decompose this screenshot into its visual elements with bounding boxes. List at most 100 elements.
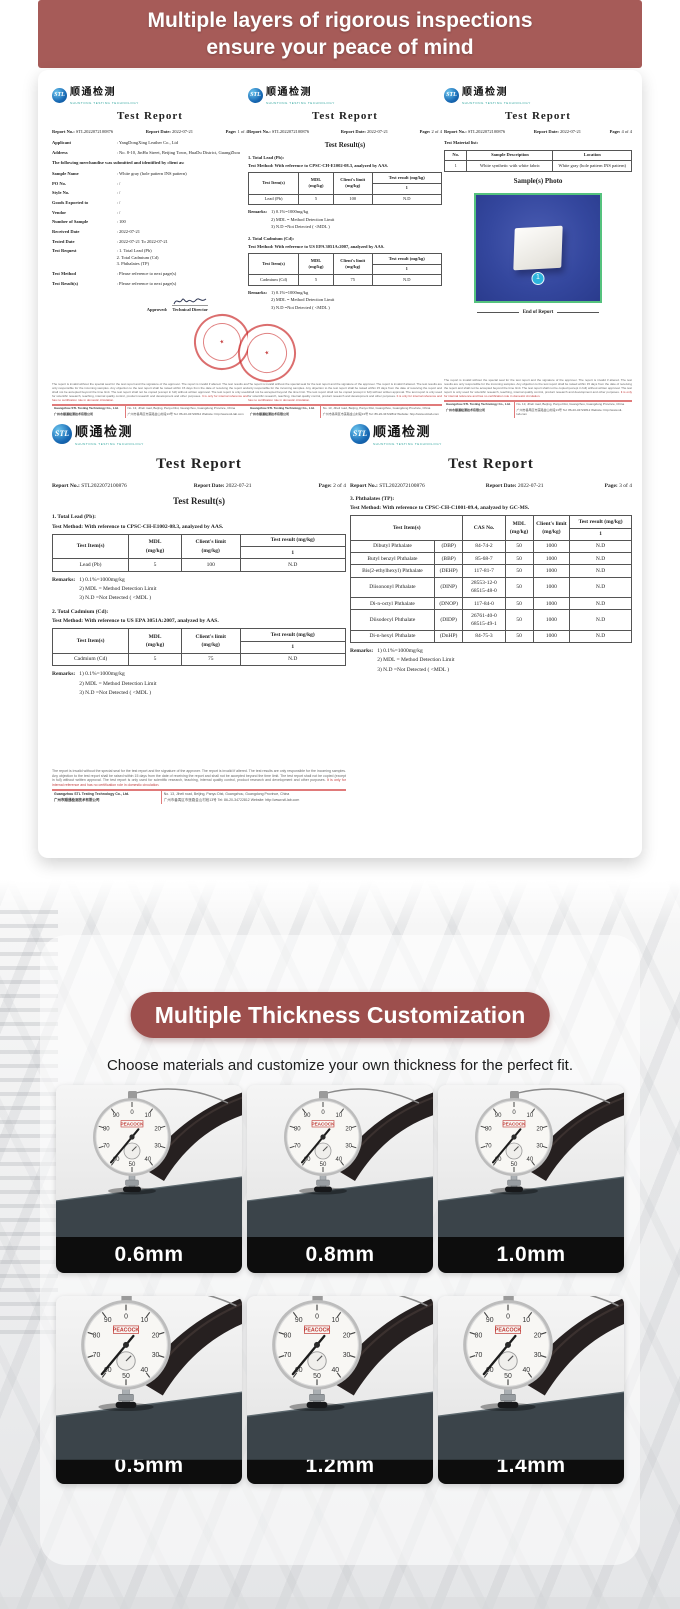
- stl-logo-text: STL: [446, 92, 457, 99]
- col-item: Test Item(s): [51, 533, 130, 560]
- report-logo: STL 顺通检测 SHUNTONG TESTING TECHNOLOGY: [52, 86, 248, 105]
- logo-cn-text: 顺通检测: [373, 424, 432, 439]
- sample-photo-title: Sample(s) Photo: [513, 176, 563, 185]
- address-cn: 广州市番禺区市莲路金山村段13号 Tel: 86-20-34722812 Web…: [513, 408, 632, 418]
- red-divider: [52, 788, 346, 790]
- report-page-1: STL 顺通检测 SHUNTONG TESTING TECHNOLOGY Tes…: [52, 86, 256, 418]
- report-meta: Report No.: STL2022072100876 Report Date…: [52, 129, 248, 136]
- field-label: Sample Name: [52, 170, 79, 176]
- report-date: Report Date: 2022-07-21: [486, 482, 544, 490]
- col-limit: Client's limit (mg/kg): [332, 253, 373, 276]
- dial-gauge-photo: [247, 1085, 433, 1237]
- field-row: Address: No. 8-10, JinHu Street, Beijing…: [52, 150, 248, 157]
- logo-text-block: 顺通检测 SHUNTONG TESTING TECHNOLOGY: [70, 86, 139, 105]
- cell-abbr: (DnHP): [433, 629, 464, 644]
- company-info: Guangzhou STL Testing Technology Co., Lt…: [444, 401, 632, 418]
- cell-mdl: 5: [298, 274, 334, 286]
- sample-photo: 1: [474, 192, 602, 303]
- page-label: Page:: [419, 128, 431, 134]
- cell-result: N.D: [569, 629, 632, 644]
- remarks-block: Remarks: 1) 0.1%=1000mg/kg 2) MDL = Meth…: [52, 576, 346, 604]
- report-no-label: Report No.:: [444, 128, 467, 134]
- remark-line: 2) MDL = Method Detection Limit: [79, 585, 157, 592]
- cell-mdl: 5: [128, 558, 182, 572]
- logo-sub-text: SHUNTONG TESTING TECHNOLOGY: [266, 100, 335, 105]
- disclaimer-body: The report is invalid without the specia…: [52, 382, 248, 398]
- cell-cas: 28553-12-0 68515-48-0: [462, 576, 506, 598]
- end-of-report-text: End of Report: [522, 309, 554, 315]
- report-no: Report No.: STL2022072100876: [444, 129, 505, 136]
- report-no-label: Report No.:: [52, 128, 75, 134]
- field-value: : White gray (hole pattern INS pattern): [116, 170, 187, 176]
- field-label: Goods Exported to: [52, 199, 89, 205]
- field-label: Tested Date: [52, 238, 75, 244]
- cell-abbr: (DIDP): [433, 609, 464, 631]
- cell-name: Di-n-octyl Phthalate: [350, 596, 435, 611]
- logo-sub-text: SHUNTONG TESTING TECHNOLOGY: [462, 100, 531, 105]
- stamp-inner: ★: [242, 328, 292, 378]
- logo-sub-text: SHUNTONG TESTING TECHNOLOGY: [373, 441, 442, 446]
- address-en: No. 13, Jiheli road, Beijing, Panyu Dist…: [513, 402, 632, 409]
- cell-name: Di-n-hexyl Phthalate: [350, 629, 435, 644]
- thickness-label: 1.0mm: [438, 1237, 624, 1273]
- red-divider: [444, 400, 632, 402]
- banner-line2: ensure your peace of mind: [206, 36, 474, 59]
- col-index: 1: [239, 545, 346, 560]
- field-value: : 100: [116, 219, 126, 225]
- report-date-value: 2022-07-21: [172, 128, 193, 134]
- stl-logo-icon: STL: [248, 87, 263, 103]
- stl-logo-text: STL: [352, 429, 368, 438]
- approved-label: Approved:: [146, 306, 168, 312]
- dial-gauge-photo: [247, 1296, 433, 1460]
- field-row: PO No.: /: [52, 181, 248, 188]
- thickness-section: Multiple Thickness Customization Choose …: [0, 880, 680, 1609]
- merchandise-line: The following merchandise was submitted …: [52, 160, 185, 166]
- table-row: Di-n-octyl Phthalate (DNOP) 117-84-0 50 1000…: [350, 596, 632, 611]
- logo-cn-text: 顺通检测: [462, 87, 508, 98]
- report-title: Test Report: [117, 109, 183, 122]
- logo-cn-text: 顺通检测: [266, 87, 312, 98]
- cell-limit: 1000: [532, 596, 571, 611]
- page-value: 3 of 4: [619, 482, 632, 489]
- cell-limit: 100: [180, 558, 241, 572]
- report-no: Report No.: STL2022072100876: [52, 482, 127, 490]
- cell-result: N.D: [371, 193, 442, 205]
- cell-result: N.D: [569, 596, 632, 611]
- material-table: No. Sample Description Location 1 White …: [443, 149, 632, 172]
- col-limit: Client's limit (mg/kg): [532, 515, 571, 541]
- col-desc: Sample Description: [466, 149, 554, 162]
- disclaimer-red: It is only for internal reference and ha…: [248, 393, 442, 402]
- report-date-label: Report Date:: [533, 128, 559, 134]
- table-row: Dibutyl Phthalate (DBP) 84-74-2 50 1000 N.D: [350, 539, 632, 554]
- remark-line: 1) 0.1%=1000mg/kg: [79, 576, 125, 583]
- field-row: Sample Name : White gray (hole pattern IN…: [52, 171, 248, 178]
- col-limit: Client's limit (mg/kg): [180, 533, 241, 560]
- fabric-sample: [513, 225, 563, 271]
- remark-line: 3) N.D =Not Detected ( <MDL ): [377, 666, 450, 673]
- page-value: 1 of 4: [237, 128, 248, 134]
- field-row: Applicant: YangDongXing Leather Co., Ltd: [52, 140, 248, 147]
- cell-limit: 1000: [532, 564, 571, 578]
- col-index: 1: [371, 263, 442, 276]
- address-cn: 广州市番禺区市莲路金山村段13号 Tel: 86-20-34722812 Web…: [160, 797, 346, 804]
- logo-cn-text: 顺通检测: [75, 424, 134, 439]
- page-label: Page:: [318, 482, 332, 489]
- remark-line: 3) N.D =Not Detected ( <MDL ): [271, 305, 330, 311]
- cell-mdl: 50: [504, 564, 534, 578]
- col-mdl: MDL (mg/kg): [298, 253, 334, 276]
- field-row: Goods Exported to: /: [52, 200, 248, 207]
- thickness-title: Multiple Thickness Customization: [154, 1001, 526, 1028]
- field-label: Test Result(s): [52, 280, 78, 286]
- report-page-4: STL 顺通检测 SHUNTONG TESTING TECHNOLOGY Tes…: [443, 86, 632, 418]
- stl-logo-icon: STL: [52, 424, 72, 444]
- report-no: Report No.: STL2022072100876: [248, 129, 309, 136]
- report-date-label: Report Date:: [193, 482, 225, 489]
- field-row: Number of Sample: 100: [52, 219, 248, 226]
- address-en: No. 13, Jiheli road, Beijing, Panyu Dist…: [160, 790, 346, 798]
- sample-number-badge: 1: [531, 271, 545, 285]
- thickness-item-0.5mm: 0.5mm: [56, 1296, 242, 1484]
- table-row: Diisodecyl Phthalate (DIDP) 26761-40-0 685…: [350, 609, 632, 631]
- col-result: Test result (mg/kg): [371, 253, 442, 265]
- report-date-value: 2022-07-21: [367, 128, 388, 134]
